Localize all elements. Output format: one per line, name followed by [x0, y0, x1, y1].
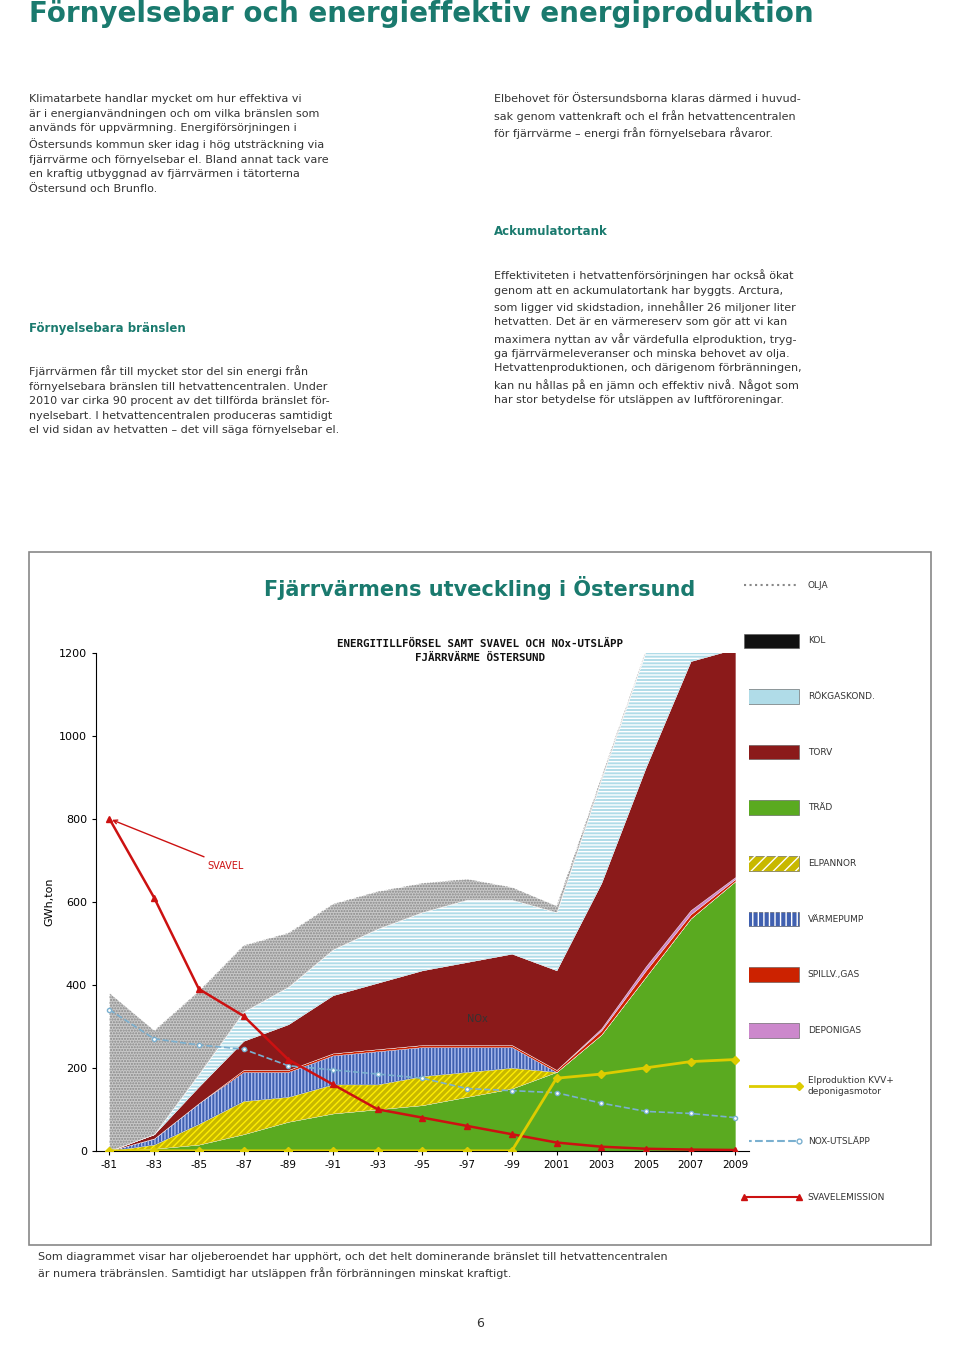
Bar [744, 856, 799, 871]
Bar [744, 689, 799, 704]
Text: VÄRMEPUMP: VÄRMEPUMP [808, 914, 864, 923]
Text: Klimatarbete handlar mycket om hur effektiva vi
är i energianvändningen och om v: Klimatarbete handlar mycket om hur effek… [29, 94, 328, 194]
Bar [744, 689, 799, 704]
Text: Elproduktion KVV+
deponigasmotor: Elproduktion KVV+ deponigasmotor [808, 1077, 894, 1096]
Text: Förnyelsebara bränslen: Förnyelsebara bränslen [29, 322, 185, 335]
Text: Som diagrammet visar har oljeberoendet har upphört, och det helt dominerande brä: Som diagrammet visar har oljeberoendet h… [38, 1252, 668, 1279]
Bar [744, 801, 799, 816]
Text: ENERGITILLFÖRSEL SAMT SVAVEL OCH NOx-UTSLÄPP
FJÄRRVÄRME ÖSTERSUND: ENERGITILLFÖRSEL SAMT SVAVEL OCH NOx-UTS… [337, 639, 623, 664]
Text: Fjärrvärmen får till mycket stor del sin energi från
förnyelsebara bränslen till: Fjärrvärmen får till mycket stor del sin… [29, 366, 339, 435]
Text: NOx: NOx [468, 1014, 488, 1024]
Text: SVAVELEMISSION: SVAVELEMISSION [808, 1193, 885, 1202]
Text: TRÄD: TRÄD [808, 804, 832, 812]
Bar [744, 911, 799, 926]
Bar [744, 968, 799, 983]
Text: Effektiviteten i hetvattenförsörjningen har också ökat
genom att en ackumulatort: Effektiviteten i hetvattenförsörjningen … [494, 269, 802, 405]
Text: RÖKGASKOND.: RÖKGASKOND. [808, 692, 875, 701]
Text: Ackumulatortank: Ackumulatortank [494, 225, 608, 238]
Text: DEPONIGAS: DEPONIGAS [808, 1026, 861, 1035]
Text: Fjärrvärmens utveckling i Östersund: Fjärrvärmens utveckling i Östersund [264, 576, 696, 600]
Text: ELPANNOR: ELPANNOR [808, 859, 856, 868]
Text: KOL: KOL [808, 637, 826, 646]
Text: 6: 6 [476, 1316, 484, 1330]
Text: OLJA: OLJA [808, 581, 828, 590]
Bar [744, 744, 799, 759]
Text: Förnyelsebar och energieffektiv energiproduktion: Förnyelsebar och energieffektiv energipr… [29, 0, 813, 28]
Y-axis label: GWh,ton: GWh,ton [45, 878, 55, 926]
Bar [744, 634, 799, 649]
Text: SVAVEL: SVAVEL [113, 820, 244, 871]
Text: SPILLV.,GAS: SPILLV.,GAS [808, 970, 860, 979]
Text: Elbehovet för Östersundsborna klaras därmed i huvud-
sak genom vattenkraft och e: Elbehovet för Östersundsborna klaras där… [494, 94, 802, 139]
Bar [744, 1023, 799, 1038]
Text: TORV: TORV [808, 747, 832, 756]
Text: NOX-UTSLÄPP: NOX-UTSLÄPP [808, 1137, 870, 1145]
Bar [744, 911, 799, 926]
Bar [744, 856, 799, 871]
